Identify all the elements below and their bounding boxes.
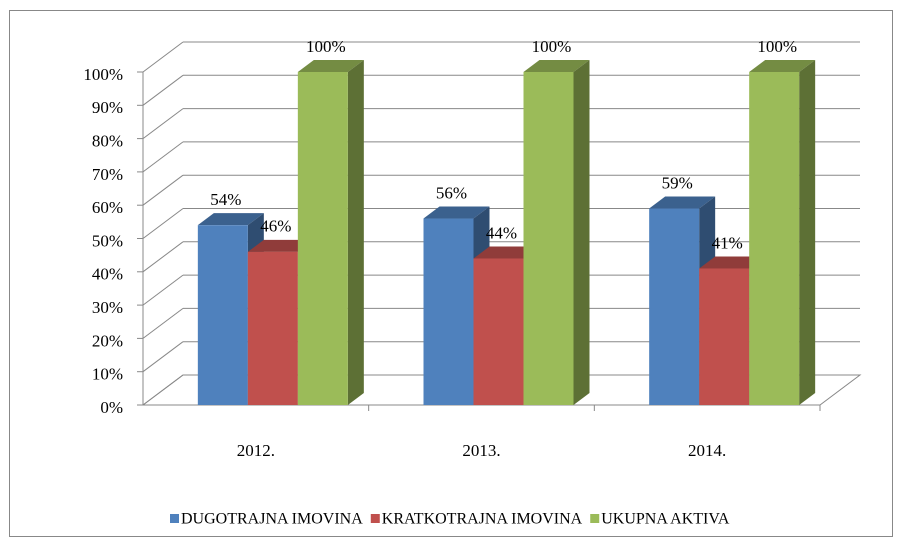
- value-label: 56%: [436, 183, 467, 202]
- bar-top: [523, 60, 590, 72]
- grid-line-side: [142, 174, 184, 206]
- grid-line-side: [142, 241, 184, 273]
- bar-top: [297, 60, 364, 72]
- bar-top: [423, 206, 490, 219]
- bar: [699, 268, 750, 405]
- y-tick-label: 80%: [92, 132, 123, 151]
- y-tick-label: 60%: [92, 198, 123, 217]
- value-label: 100%: [532, 37, 572, 56]
- y-tick-label: 50%: [92, 231, 123, 250]
- y-tick-label: 70%: [92, 165, 123, 184]
- grid-line-side: [142, 208, 184, 239]
- legend-label: UKUPNA AKTIVA: [601, 511, 730, 528]
- value-label: 100%: [757, 37, 797, 56]
- bar-side: [799, 60, 816, 405]
- legend-swatch: [590, 514, 600, 523]
- grid-line-side: [142, 341, 184, 373]
- legend-label: DUGOTRAJNA IMOVINA: [181, 511, 363, 528]
- grid-line-side: [142, 374, 184, 406]
- grid-line-side: [142, 307, 184, 339]
- bar-top: [197, 213, 264, 226]
- bar: [649, 208, 700, 405]
- y-tick-label: 10%: [92, 365, 123, 384]
- value-label: 54%: [210, 190, 241, 209]
- value-label: 41%: [712, 233, 743, 252]
- bar: [749, 72, 800, 405]
- legend-swatch: [170, 514, 179, 523]
- value-label: 59%: [662, 173, 693, 192]
- bar: [473, 258, 524, 405]
- y-tick-label: 100%: [83, 65, 123, 84]
- value-label: 46%: [260, 217, 291, 236]
- legend-swatch: [370, 514, 380, 523]
- grid-line-side: [142, 41, 184, 73]
- legend-label: KRATKOTRAJNA IMOVINA: [382, 511, 583, 528]
- bar-top: [649, 196, 716, 209]
- bar: [297, 72, 348, 405]
- bar-top: [247, 239, 314, 252]
- bar-top: [749, 60, 816, 72]
- y-tick-label: 0%: [100, 398, 123, 417]
- y-tick-label: 30%: [92, 298, 123, 317]
- x-tick-label: 2013.: [462, 441, 500, 460]
- bar-side: [347, 60, 364, 405]
- x-tick-label: 2012.: [237, 441, 275, 460]
- bar-top: [699, 256, 766, 269]
- bar: [523, 72, 574, 405]
- bar: [197, 225, 248, 405]
- bar: [247, 251, 298, 405]
- value-label: 44%: [486, 223, 517, 242]
- y-tick-label: 40%: [92, 265, 123, 284]
- y-tick-label: 90%: [92, 98, 123, 117]
- grid-line-side: [142, 274, 184, 306]
- grid-line-side: [142, 108, 184, 140]
- bar-side: [573, 60, 590, 405]
- bar-top: [473, 246, 540, 259]
- x-tick-label: 2014.: [688, 441, 726, 460]
- grid-line-side: [142, 141, 184, 173]
- bar: [423, 218, 474, 405]
- y-tick-label: 20%: [92, 331, 123, 350]
- value-label: 100%: [306, 37, 346, 56]
- grid-line-side: [142, 74, 184, 106]
